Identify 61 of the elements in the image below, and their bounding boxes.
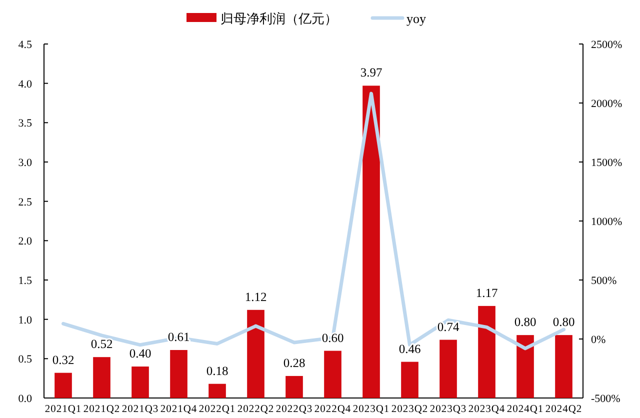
bar	[208, 384, 226, 398]
y-tick-label: 3.0	[18, 157, 32, 169]
data-label: 0.61	[168, 330, 190, 344]
y-tick-label: 2.5	[18, 196, 32, 208]
x-tick-label: 2022Q4	[314, 404, 352, 415]
y2-tick-label: 2500%	[591, 39, 622, 51]
y2-tick-label: 0%	[591, 334, 606, 346]
y2-tick-label: 2000%	[591, 98, 622, 110]
x-tick-label: 2023Q1	[352, 404, 390, 415]
data-label: 3.97	[360, 66, 382, 80]
data-label: 0.74	[437, 320, 460, 334]
data-label: 0.28	[283, 356, 306, 370]
bar	[132, 366, 149, 398]
data-label: 0.46	[398, 342, 421, 356]
x-tick-label: 2022Q1	[198, 404, 236, 415]
y2-tick-label: 500%	[591, 275, 617, 287]
bar	[362, 86, 380, 398]
y-tick-label: 1.5	[18, 275, 32, 287]
y-tick-label: 0.0	[18, 393, 32, 405]
bar	[401, 362, 418, 398]
y2-tick-label: 1500%	[591, 157, 622, 169]
x-tick-label: 2021Q2	[83, 404, 120, 415]
y-tick-label: 2.0	[18, 236, 32, 248]
bar	[440, 340, 457, 398]
y-tick-label: 0.5	[18, 354, 32, 366]
x-tick-label: 2022Q3	[276, 404, 313, 415]
bar	[478, 306, 496, 398]
data-label: 0.60	[322, 330, 344, 345]
data-label: 0.32	[52, 352, 74, 367]
y-tick-label: 1.0	[18, 314, 32, 326]
bar	[516, 335, 534, 398]
legend-label: 归母净利润（亿元）	[220, 11, 338, 26]
x-tick-label: 2024Q2	[545, 404, 582, 415]
bar	[93, 357, 110, 398]
data-label: 0.40	[129, 346, 152, 361]
bar	[247, 310, 264, 398]
x-tick-label: 2023Q4	[468, 404, 506, 415]
bar	[286, 376, 303, 398]
y-tick-label: 4.0	[18, 78, 32, 90]
x-tick-label: 2022Q2	[237, 404, 274, 415]
legend-label: yoy	[406, 11, 426, 26]
x-tick-label: 2023Q2	[391, 404, 428, 415]
bar	[324, 350, 342, 398]
y-tick-label: 4.5	[18, 39, 32, 51]
bar	[170, 350, 188, 398]
y2-tick-label: 1000%	[591, 216, 622, 228]
x-tick-label: 2021Q1	[44, 404, 82, 415]
x-tick-label: 2021Q3	[122, 404, 159, 415]
y-tick-label: 3.5	[18, 118, 32, 130]
data-label: 0.18	[206, 364, 228, 378]
x-tick-label: 2023Q3	[430, 404, 467, 415]
data-label: 0.52	[90, 337, 113, 352]
data-label: 1.12	[244, 290, 267, 304]
bar	[54, 372, 72, 398]
x-tick-label: 2024Q1	[506, 404, 544, 415]
x-tick-label: 2021Q4	[160, 404, 198, 415]
data-label: 0.80	[552, 315, 575, 330]
data-label: 0.80	[514, 315, 536, 330]
y2-tick-label: -500%	[591, 393, 620, 405]
bar	[555, 335, 572, 398]
data-label: 1.17	[476, 286, 498, 300]
